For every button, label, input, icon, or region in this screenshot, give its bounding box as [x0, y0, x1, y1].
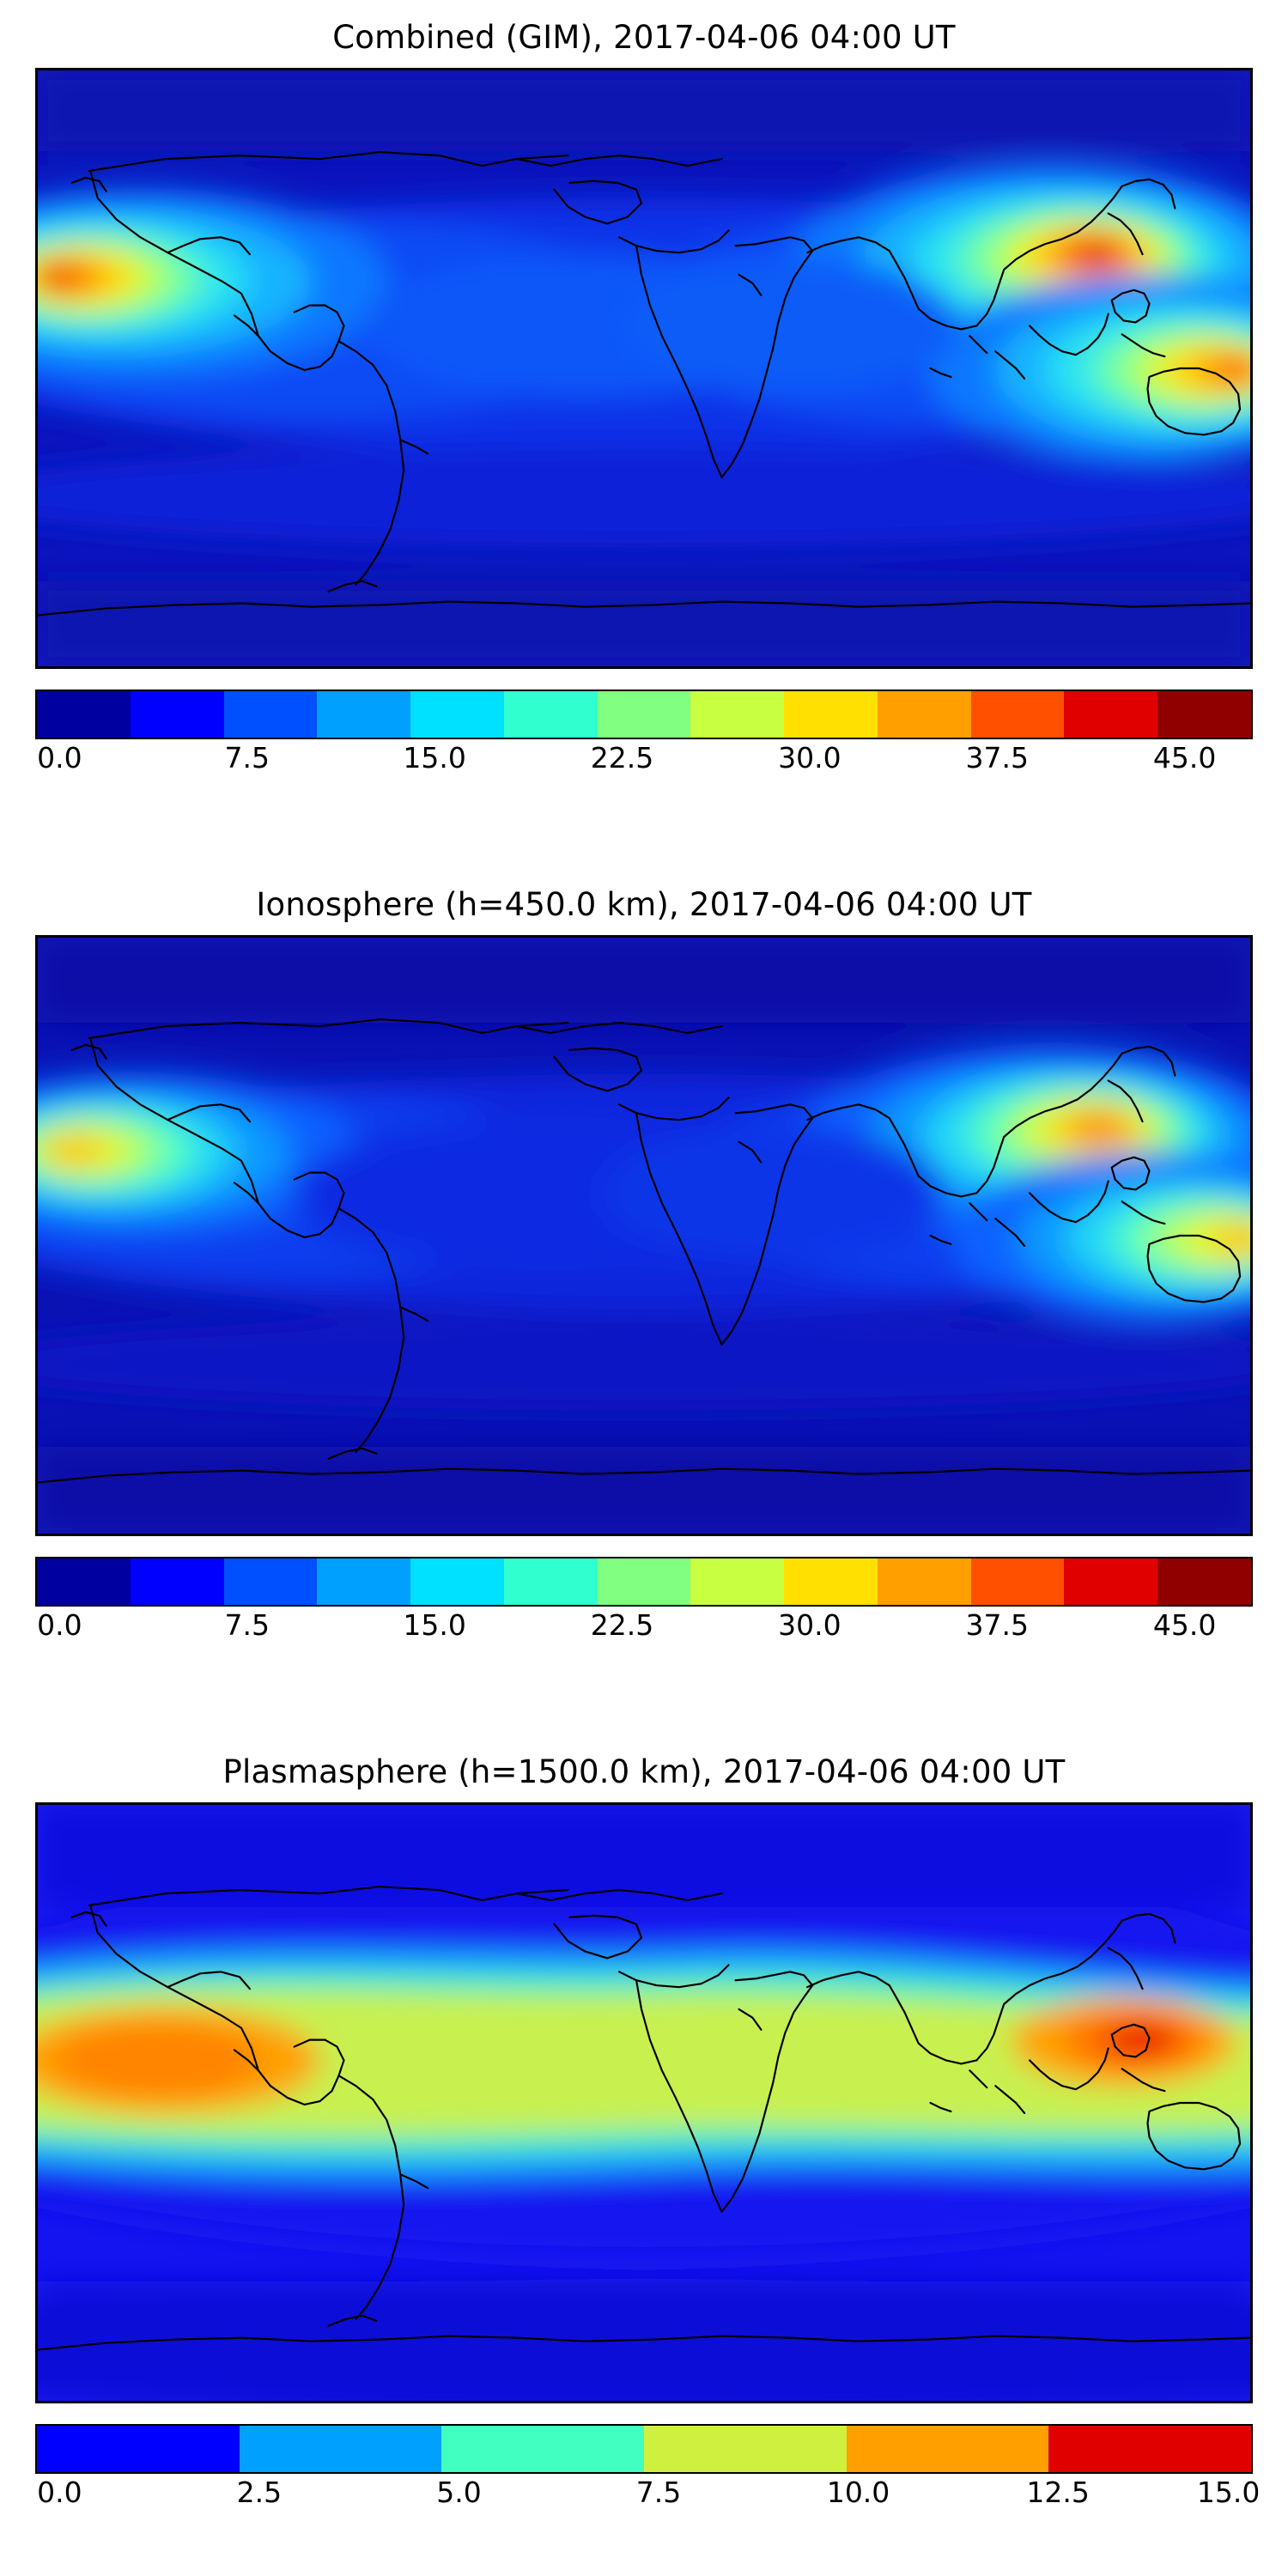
colorbar-tick-label: 45.0	[1152, 741, 1217, 775]
colorbar-segment	[503, 1558, 598, 1605]
colorbar-tick-label: 7.5	[224, 741, 270, 775]
panel-ionosphere: Ionosphere (h=450.0 km), 2017-04-06 04:0…	[0, 886, 1288, 1646]
colorbar-tick-label: 2.5	[236, 2476, 283, 2509]
colorbar-tick-label: 12.5	[1026, 2476, 1090, 2509]
colorbar-tick-label: 7.5	[224, 1608, 270, 1642]
colorbar-segment	[503, 691, 598, 738]
map-wrap-combined	[35, 68, 1253, 669]
colorbar-segment	[37, 2426, 240, 2472]
colorbar-segment	[410, 1558, 504, 1605]
colorbar-segment	[597, 1558, 691, 1605]
colorbar-tick-label: 37.5	[965, 1608, 1029, 1642]
map-canvas-plasmasphere	[38, 1805, 1250, 2401]
colorbar-segment	[1157, 691, 1251, 738]
map-combined	[35, 68, 1253, 669]
colorbar-tick-label: 45.0	[1152, 1608, 1217, 1642]
colorbar-tick-label: 0.0	[37, 1608, 82, 1642]
colorbar-segment	[1064, 1558, 1158, 1605]
colorbar-segment	[317, 1558, 411, 1605]
colorbar-segment	[37, 691, 131, 738]
colorbar-segment	[846, 2426, 1049, 2472]
colorbar-segment	[690, 691, 785, 738]
panel-title-combined: Combined (GIM), 2017-04-06 04:00 UT	[332, 19, 956, 56]
colorbar-tick-label: 5.0	[436, 2476, 482, 2509]
colorbar-segment	[223, 691, 318, 738]
colorbar-tick-label: 37.5	[965, 741, 1029, 775]
colorbar-wrap-ionosphere: 0.0 7.5 15.0 22.5 30.0 37.5 45.0	[35, 1557, 1253, 1646]
colorbar-segment	[317, 691, 411, 738]
colorbar-segment	[877, 1558, 971, 1605]
panel-plasmasphere: Plasmasphere (h=1500.0 km), 2017-04-06 0…	[0, 1753, 1288, 2513]
colorbar-segment	[130, 1558, 224, 1605]
colorbar-tick-label: 7.5	[635, 2476, 682, 2509]
map-canvas-ionosphere	[38, 938, 1250, 1534]
map-wrap-plasmasphere	[35, 1802, 1253, 2403]
colorbar-wrap-combined: 0.0 7.5 15.0 22.5 30.0 37.5 45.0	[35, 690, 1253, 779]
colorbar-segment	[784, 1558, 878, 1605]
colorbar-segment	[644, 2426, 847, 2472]
colorbar-tick-label: 22.5	[590, 741, 654, 775]
colorbar-tick-label: 15.0	[403, 1608, 466, 1642]
map-plasmasphere	[35, 1802, 1253, 2403]
colorbar-segment	[130, 691, 224, 738]
colorbar-segment	[410, 691, 504, 738]
colorbar-combined	[35, 690, 1253, 739]
colorbar-segment	[1048, 2426, 1252, 2472]
colorbar-tick-label: 10.0	[826, 2476, 890, 2509]
colorbar-segment	[1064, 691, 1158, 738]
colorbar-segment	[37, 1558, 131, 1605]
colorbar-tick-label: 0.0	[37, 741, 82, 775]
colorbar-tick-label: 15.0	[1196, 2476, 1261, 2509]
map-canvas-combined	[38, 70, 1250, 666]
colorbar-segment	[970, 1558, 1065, 1605]
map-ionosphere	[35, 935, 1253, 1536]
colorbar-segment	[239, 2426, 442, 2472]
colorbar-segment	[597, 691, 691, 738]
panel-combined: Combined (GIM), 2017-04-06 04:00 UT	[0, 19, 1288, 779]
colorbar-ticks-combined: 0.0 7.5 15.0 22.5 30.0 37.5 45.0	[35, 739, 1253, 779]
colorbar-segment	[784, 691, 878, 738]
colorbar-tick-label: 22.5	[590, 1608, 654, 1642]
colorbar-wrap-plasmasphere: 0.0 2.5 5.0 7.5 10.0 12.5 15.0	[35, 2424, 1260, 2513]
colorbar-segment	[877, 691, 971, 738]
colorbar-tick-label: 30.0	[778, 1608, 841, 1642]
colorbar-plasmasphere	[35, 2424, 1253, 2474]
colorbar-ticks-plasmasphere: 0.0 2.5 5.0 7.5 10.0 12.5 15.0	[35, 2474, 1260, 2513]
colorbar-tick-label: 15.0	[403, 741, 466, 775]
colorbar-tick-label: 30.0	[778, 741, 841, 775]
colorbar-segment	[441, 2426, 645, 2472]
colorbar-segment	[690, 1558, 785, 1605]
map-wrap-ionosphere	[35, 935, 1253, 1536]
colorbar-segment	[223, 1558, 318, 1605]
colorbar-segment	[1157, 1558, 1251, 1605]
colorbar-segment	[970, 691, 1065, 738]
panel-title-plasmasphere: Plasmasphere (h=1500.0 km), 2017-04-06 0…	[222, 1753, 1066, 1790]
colorbar-tick-label: 0.0	[37, 2476, 82, 2509]
colorbar-ionosphere	[35, 1557, 1253, 1607]
colorbar-ticks-ionosphere: 0.0 7.5 15.0 22.5 30.0 37.5 45.0	[35, 1607, 1253, 1646]
panel-title-ionosphere: Ionosphere (h=450.0 km), 2017-04-06 04:0…	[256, 886, 1032, 923]
